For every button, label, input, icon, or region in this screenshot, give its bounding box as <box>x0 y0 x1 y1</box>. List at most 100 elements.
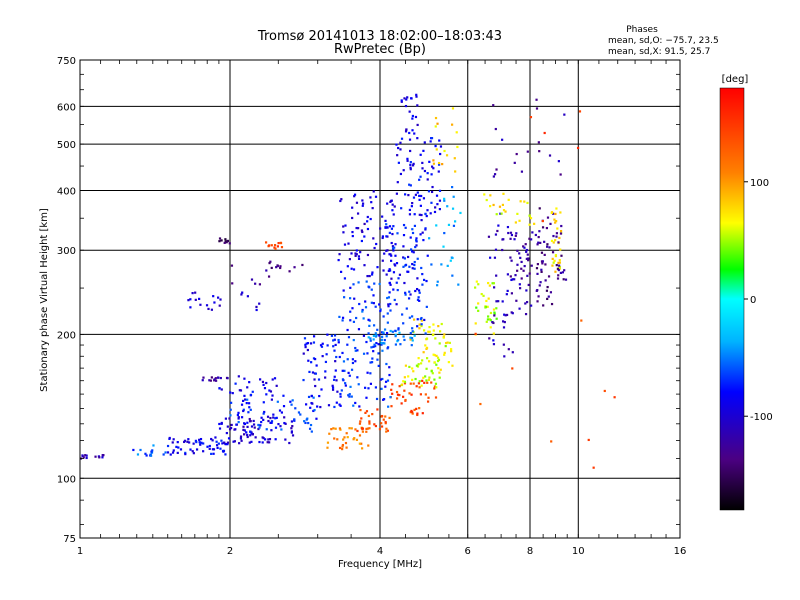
data-point <box>262 412 265 415</box>
data-point <box>310 401 313 405</box>
data-point <box>432 333 435 336</box>
data-point <box>364 300 367 303</box>
data-point <box>428 237 431 240</box>
data-point <box>246 398 249 401</box>
data-point <box>162 453 165 456</box>
data-point <box>538 284 541 287</box>
data-point <box>224 417 227 420</box>
data-point <box>434 116 438 120</box>
data-point <box>559 173 562 176</box>
data-point <box>445 154 449 157</box>
data-point <box>342 231 345 234</box>
data-point <box>436 203 439 206</box>
data-point <box>506 273 509 276</box>
data-point <box>337 341 340 344</box>
data-point <box>487 297 490 300</box>
data-point <box>239 437 243 440</box>
data-point <box>397 161 400 164</box>
data-point <box>392 271 396 274</box>
data-point <box>524 243 527 246</box>
data-point <box>354 360 357 363</box>
data-point <box>395 192 399 195</box>
data-point <box>413 267 416 270</box>
data-point <box>334 427 337 430</box>
data-point <box>411 164 415 167</box>
data-point <box>474 286 477 289</box>
data-point <box>377 352 380 355</box>
data-point <box>516 212 519 216</box>
data-point <box>218 237 222 240</box>
data-point <box>192 452 195 455</box>
data-point <box>557 274 560 277</box>
data-point <box>419 393 422 396</box>
data-point <box>355 438 359 441</box>
data-point <box>150 450 153 453</box>
data-point <box>416 137 419 140</box>
data-point <box>283 416 286 419</box>
data-point <box>411 202 414 205</box>
data-point <box>338 355 341 359</box>
data-point <box>288 441 291 445</box>
data-point <box>489 311 493 315</box>
data-point <box>249 430 252 433</box>
data-point <box>255 308 258 312</box>
data-point <box>284 438 287 441</box>
data-point <box>258 302 261 305</box>
data-point <box>387 269 390 272</box>
data-point <box>304 421 307 425</box>
data-point <box>312 357 316 360</box>
data-point <box>346 436 349 439</box>
data-point <box>440 263 443 266</box>
data-point <box>389 396 392 399</box>
data-point <box>305 418 308 421</box>
data-point <box>268 389 271 392</box>
data-point <box>484 306 487 309</box>
data-point <box>398 273 402 276</box>
data-point <box>350 427 353 430</box>
data-point <box>511 367 514 370</box>
data-point <box>257 427 260 431</box>
data-point <box>348 258 352 261</box>
data-point <box>540 260 544 263</box>
data-point <box>451 364 454 367</box>
data-point <box>558 236 561 240</box>
data-point <box>246 295 249 298</box>
data-point <box>502 326 506 329</box>
data-point <box>420 323 423 326</box>
data-point <box>308 370 311 374</box>
data-point <box>376 328 379 331</box>
data-point <box>307 359 310 362</box>
data-point <box>358 422 362 425</box>
data-point <box>379 308 382 311</box>
data-point <box>501 203 504 206</box>
data-point <box>510 233 514 237</box>
data-point <box>603 389 606 393</box>
data-point <box>506 225 510 229</box>
data-point <box>381 377 384 381</box>
data-point <box>235 423 238 426</box>
data-point <box>372 350 375 353</box>
data-point <box>309 342 313 345</box>
data-point <box>547 275 551 278</box>
data-point <box>417 357 420 360</box>
data-point <box>459 211 462 215</box>
data-point <box>437 358 441 361</box>
data-point <box>489 194 492 197</box>
data-point <box>290 431 293 434</box>
data-point <box>400 137 404 140</box>
data-point <box>408 208 412 212</box>
data-point <box>363 264 366 267</box>
data-point <box>385 249 388 252</box>
data-point <box>280 428 283 431</box>
data-point <box>305 403 308 406</box>
data-point <box>422 197 426 200</box>
data-point <box>205 304 209 307</box>
data-point <box>558 266 561 269</box>
data-point <box>351 234 354 238</box>
legend-line-o: mean, sd,O: −75.7, 23.5 <box>608 36 719 46</box>
data-point <box>435 354 438 357</box>
data-point <box>541 262 544 265</box>
data-point <box>437 367 440 370</box>
data-point <box>210 376 213 379</box>
data-point <box>511 312 514 315</box>
